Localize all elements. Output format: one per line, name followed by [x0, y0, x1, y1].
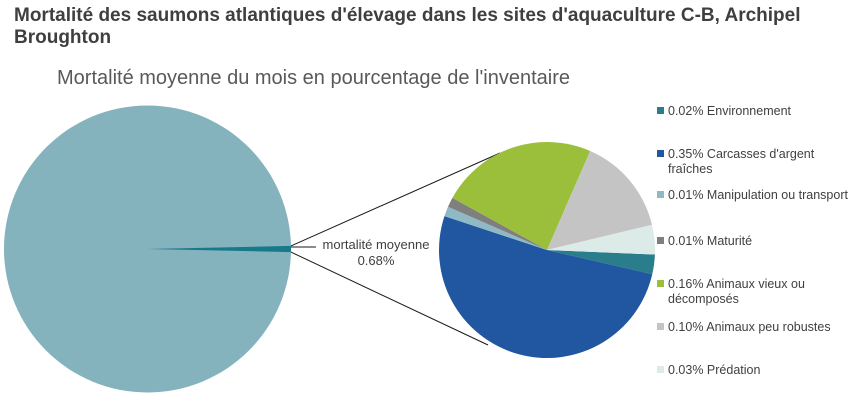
legend-item: 0.01% Maturité — [657, 234, 858, 249]
legend-label: 0.01% Maturité — [668, 234, 753, 248]
legend-item: 0.16% Animaux vieux ou décomposés — [657, 277, 858, 307]
legend-label: 0.10% Animaux peu robustes — [668, 320, 831, 334]
callout-label-text: mortalité moyenne — [322, 237, 430, 252]
legend-swatch-icon — [657, 366, 664, 373]
main-pie-mortality-slice — [147, 245, 291, 253]
legend-label: 0.02% Environnement — [668, 104, 791, 118]
legend-swatch-icon — [657, 237, 664, 244]
legend-label: 0.01% Manipulation ou transport — [668, 188, 848, 202]
legend-swatch-icon — [657, 323, 664, 330]
legend-label: 0.03% Prédation — [668, 363, 761, 377]
secondary-pie-slice — [438, 216, 653, 359]
legend-item: 0.10% Animaux peu robustes — [657, 320, 858, 335]
legend-label: 0.35% Carcasses d'argent fraîches — [668, 147, 815, 176]
secondary-pie-slice — [448, 197, 547, 250]
legend-swatch-icon — [657, 191, 664, 198]
callout-label: mortalité moyenne 0.68% — [312, 237, 440, 269]
chart-subtitle: Mortalité moyenne du mois en pourcentage… — [57, 67, 571, 89]
secondary-pie-slice — [547, 224, 655, 255]
secondary-pie-slice — [547, 250, 655, 275]
page-title: Mortalité des saumons atlantiques d'élev… — [14, 5, 801, 48]
callout-value-text: 0.68% — [357, 253, 395, 268]
secondary-pie-slice — [547, 151, 653, 250]
legend: 0.02% Environnement 0.35% Carcasses d'arg… — [657, 0, 862, 400]
legend-swatch-icon — [657, 150, 664, 157]
legend-swatch-icon — [657, 280, 664, 287]
legend-swatch-icon — [657, 107, 664, 114]
connector-line — [290, 251, 489, 346]
secondary-pie-slice — [452, 142, 591, 250]
legend-label: 0.16% Animaux vieux ou décomposés — [668, 277, 805, 306]
legend-item: 0.35% Carcasses d'argent fraîches — [657, 147, 858, 177]
connector-line — [290, 152, 501, 247]
legend-item: 0.03% Prédation — [657, 363, 858, 378]
legend-item: 0.01% Manipulation ou transport — [657, 188, 858, 203]
secondary-pie-slice — [444, 206, 547, 250]
legend-item: 0.02% Environnement — [657, 104, 858, 119]
